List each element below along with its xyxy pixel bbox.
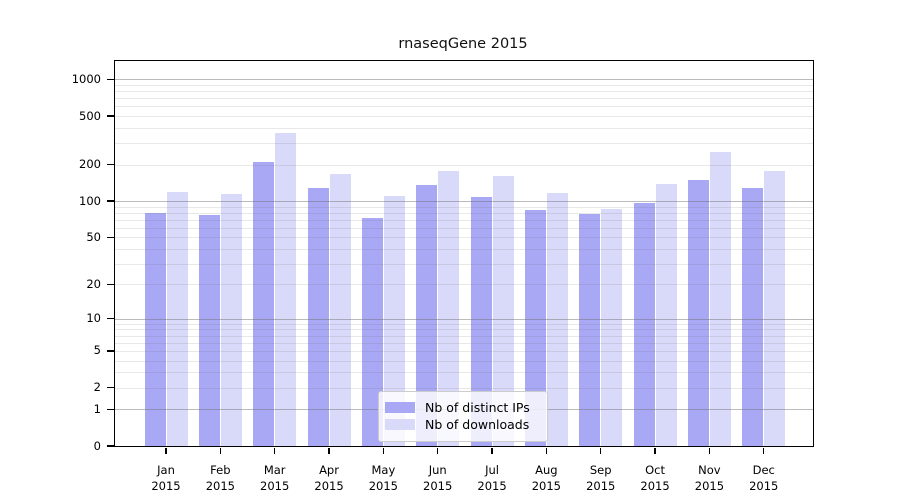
x-tick-dec <box>763 447 765 454</box>
x-tick-label-jun: Jun 2015 <box>423 463 453 493</box>
x-tick-nov <box>708 447 711 454</box>
bar-downloads-jun <box>438 170 460 446</box>
x-tick-jul <box>491 447 493 454</box>
y-tick-label-10: 10 <box>86 311 101 326</box>
gridline-500 <box>115 116 813 117</box>
x-tick-label-oct: Oct 2015 <box>640 463 670 493</box>
bar-downloads-may <box>383 196 405 446</box>
bar-distinct-ips-oct <box>633 203 655 446</box>
x-tick-feb <box>219 447 222 454</box>
bar-downloads-apr <box>329 174 351 446</box>
x-tick-label-apr: Apr 2015 <box>314 463 344 493</box>
gridline-600 <box>115 106 813 108</box>
bar-distinct-ips-aug <box>524 209 546 446</box>
legend: Nb of distinct IPs Nb of downloads <box>378 391 548 442</box>
gridline-1000 <box>115 79 813 81</box>
bar-downloads-nov <box>709 151 731 446</box>
bar-downloads-oct <box>655 183 677 446</box>
x-tick-may <box>382 447 385 454</box>
y-tick-20 <box>106 283 114 286</box>
y-tick-label-5: 5 <box>93 343 101 358</box>
y-tick-0 <box>106 445 114 447</box>
legend-swatch-distinct-ips-icon <box>385 402 415 413</box>
bar-distinct-ips-mar <box>253 161 275 446</box>
x-tick-label-jan: Jan 2015 <box>151 463 181 493</box>
bar-downloads-jul <box>492 175 514 446</box>
bar-downloads-sep <box>601 208 623 446</box>
legend-label-distinct-ips: Nb of distinct IPs <box>425 400 530 415</box>
gridline-800 <box>115 91 813 93</box>
bar-distinct-ips-dec <box>742 188 764 446</box>
bar-distinct-ips-nov <box>687 180 709 446</box>
y-tick-1 <box>106 408 114 410</box>
bar-distinct-ips-apr <box>307 188 329 446</box>
y-tick-5 <box>106 350 114 352</box>
gridline-700 <box>115 98 813 100</box>
y-tick-200 <box>106 163 114 166</box>
plot-area: Nb of distinct IPs Nb of downloads 0 1 2 5 1… <box>72 60 814 493</box>
y-tick-label-0: 0 <box>93 438 101 453</box>
legend-item-distinct-ips: Nb of distinct IPs <box>385 400 539 415</box>
y-tick-500 <box>106 115 114 117</box>
x-tick-apr <box>328 447 330 454</box>
x-tick-label-nov: Nov 2015 <box>694 463 725 493</box>
x-tick-label-sep: Sep 2015 <box>586 463 616 493</box>
bar-downloads-feb <box>220 193 242 446</box>
y-tick-label-100: 100 <box>79 193 101 208</box>
legend-label-downloads: Nb of downloads <box>425 417 530 432</box>
y-tick-label-20: 20 <box>86 276 101 291</box>
bar-downloads-aug <box>546 193 568 446</box>
y-tick-label-2: 2 <box>93 380 101 395</box>
y-tick-100 <box>106 200 114 202</box>
x-tick-aug <box>545 447 548 454</box>
bar-distinct-ips-jan <box>144 212 166 446</box>
bar-distinct-ips-sep <box>579 214 601 446</box>
bar-distinct-ips-may <box>361 217 383 446</box>
y-tick-label-1: 1 <box>93 401 101 416</box>
x-tick-label-aug: Aug 2015 <box>531 463 562 493</box>
y-tick-label-500: 500 <box>79 108 101 123</box>
bar-distinct-ips-jul <box>470 196 492 446</box>
y-tick-1000 <box>106 78 114 80</box>
y-tick-2 <box>106 386 114 389</box>
gridline-400 <box>115 127 813 129</box>
chart-title: rnaseqGene 2015 <box>398 36 528 52</box>
legend-item-downloads: Nb of downloads <box>385 417 539 432</box>
y-tick-label-50: 50 <box>86 229 101 244</box>
y-tick-50 <box>106 236 114 238</box>
legend-swatch-downloads-icon <box>385 419 415 430</box>
bar-downloads-dec <box>764 170 786 446</box>
gridline-300 <box>115 143 813 145</box>
y-tick-label-1000: 1000 <box>71 71 101 86</box>
y-tick-label-200: 200 <box>79 157 101 171</box>
x-tick-jan <box>165 447 167 454</box>
bar-downloads-jan <box>166 192 188 446</box>
x-tick-label-dec: Dec 2015 <box>749 463 779 493</box>
x-tick-mar <box>273 447 276 454</box>
x-tick-oct <box>654 447 656 454</box>
bar-distinct-ips-feb <box>198 214 220 446</box>
bar-downloads-mar <box>275 133 297 446</box>
x-tick-label-mar: Mar 2015 <box>260 463 290 493</box>
bar-distinct-ips-jun <box>416 185 438 446</box>
x-tick-sep <box>600 447 602 454</box>
x-tick-label-feb: Feb 2015 <box>205 463 235 493</box>
gridline-900 <box>115 84 813 86</box>
x-tick-jun <box>437 447 439 454</box>
y-tick-10 <box>106 318 114 320</box>
gridline-200 <box>115 164 813 166</box>
x-tick-label-may: May 2015 <box>368 463 398 493</box>
x-tick-label-jul: Jul 2015 <box>477 463 507 493</box>
